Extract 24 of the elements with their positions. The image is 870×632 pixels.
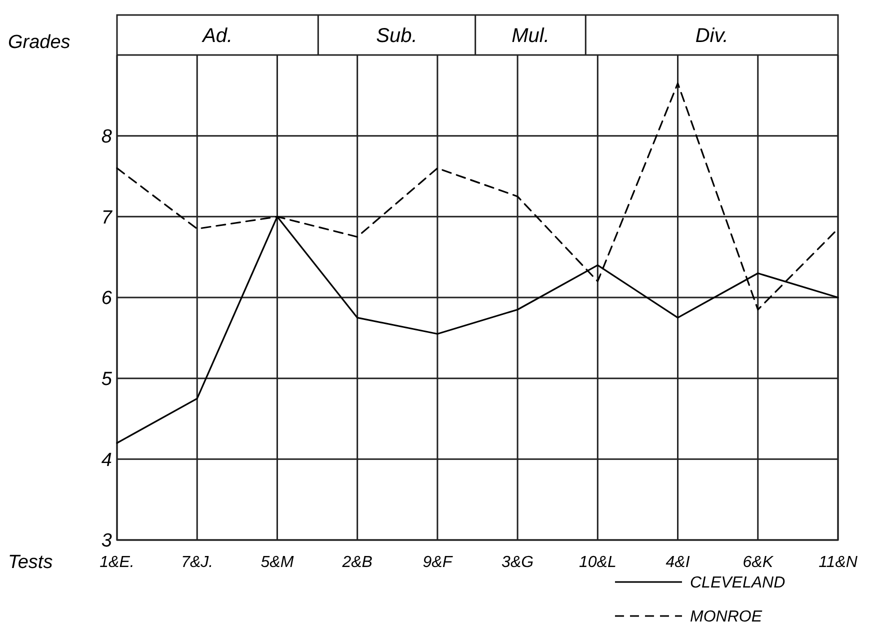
x-tick-label: 10&L bbox=[578, 554, 616, 571]
legend-label: MONROE bbox=[690, 608, 762, 626]
x-tick-label: 7&J. bbox=[181, 554, 214, 571]
x-tick-label: 4&I bbox=[666, 554, 690, 571]
x-tick-label: 6&K bbox=[742, 554, 774, 571]
text: Mul. bbox=[512, 25, 550, 47]
y-tick-label: 7 bbox=[101, 207, 114, 228]
y-tick-label: 4 bbox=[101, 450, 112, 471]
text: Div. bbox=[695, 25, 728, 47]
y-tick-label: 8 bbox=[101, 126, 112, 148]
y-tick-label: 6 bbox=[101, 288, 112, 310]
text: Sub. bbox=[376, 25, 418, 47]
x-tick-label: 9&F bbox=[422, 554, 454, 571]
y-axis-title: Grades bbox=[8, 32, 71, 53]
y-tick-label: 5 bbox=[101, 368, 112, 390]
x-tick-label: 5&M bbox=[260, 554, 294, 571]
x-axis-title: Tests bbox=[8, 552, 54, 573]
legend-label: CLEVELAND bbox=[690, 574, 786, 592]
x-tick-label: 11&N bbox=[818, 554, 858, 571]
x-tick-label: 3&G bbox=[502, 554, 534, 571]
x-tick-label: 1&E. bbox=[100, 554, 134, 571]
y-tick-label: 3 bbox=[101, 530, 112, 552]
x-tick-label: 2&B bbox=[341, 554, 373, 571]
text: Ad. bbox=[202, 25, 233, 47]
